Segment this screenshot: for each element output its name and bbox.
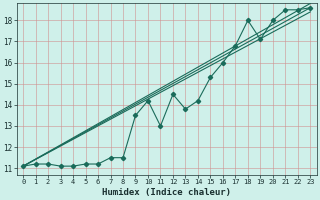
X-axis label: Humidex (Indice chaleur): Humidex (Indice chaleur) [102,188,231,197]
